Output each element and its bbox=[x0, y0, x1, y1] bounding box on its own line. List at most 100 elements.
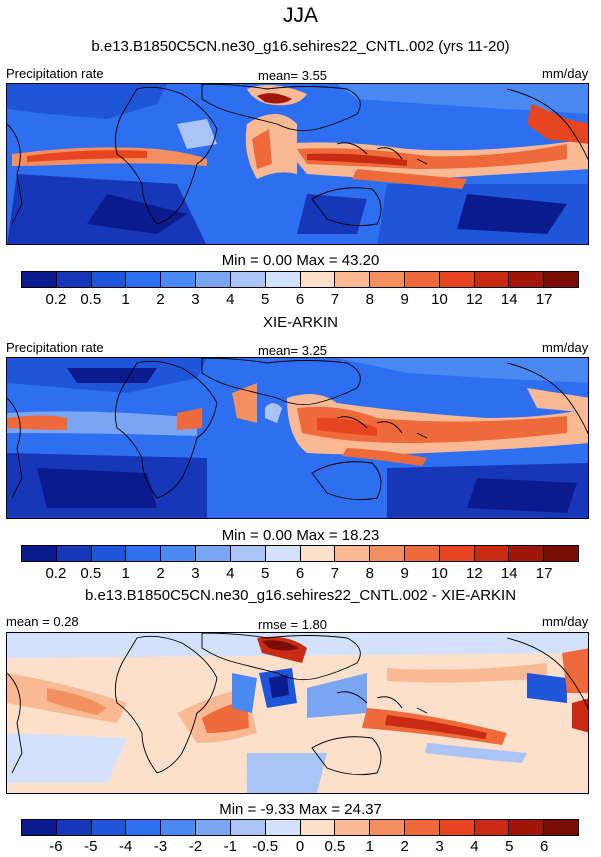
panel-2-colorbar-ticks: 0.2 0.5 1 2 3 4 5 6 7 8 9 10 12 14 17 bbox=[21, 565, 579, 583]
colorbar-swatch bbox=[544, 272, 578, 287]
colorbar-tick-label: 0.5 bbox=[80, 291, 102, 308]
panel-3-colorbar-ticks: -6 -5 -4 -3 -2 -1 -0.5 0 0.5 1 2 3 4 5 6 bbox=[21, 838, 579, 856]
colorbar-tick-label: -0.5 bbox=[252, 838, 279, 855]
colorbar-swatch bbox=[196, 546, 231, 561]
colorbar-swatch bbox=[439, 546, 475, 561]
colorbar-swatch bbox=[196, 820, 231, 835]
colorbar-swatch bbox=[126, 272, 162, 287]
colorbar-tick-label: 7 bbox=[330, 565, 340, 582]
colorbar-swatch bbox=[56, 546, 92, 561]
panel-1-right-label: mm/day bbox=[542, 66, 589, 81]
colorbar-swatch bbox=[300, 546, 336, 561]
colorbar-swatch bbox=[126, 546, 162, 561]
colorbar-tick-label: -1 bbox=[223, 838, 237, 855]
colorbar-swatch bbox=[56, 272, 92, 287]
colorbar-swatch bbox=[300, 272, 336, 287]
colorbar-swatch bbox=[335, 820, 371, 835]
colorbar-tick-label: 6 bbox=[295, 565, 305, 582]
colorbar-swatch bbox=[335, 272, 371, 287]
figure-title: JJA bbox=[282, 4, 318, 27]
colorbar-tick-label: 4 bbox=[470, 838, 479, 855]
colorbar-swatch bbox=[91, 546, 127, 561]
colorbar-tick-label: 14 bbox=[500, 291, 518, 308]
colorbar-tick-label: 17 bbox=[535, 565, 553, 582]
colorbar-swatch bbox=[335, 546, 371, 561]
colorbar-swatch bbox=[161, 546, 197, 561]
panel-1-left-label: Precipitation rate bbox=[6, 66, 104, 81]
colorbar-tick-label: 9 bbox=[400, 291, 409, 308]
colorbar-swatch bbox=[22, 546, 57, 561]
colorbar-swatch bbox=[544, 546, 578, 561]
panel-3-map bbox=[6, 632, 589, 794]
panel-2-title: XIE-ARKIN bbox=[262, 314, 338, 331]
colorbar-swatch bbox=[404, 272, 440, 287]
panel-1-minmax: Min = 0.00 Max = 43.20 bbox=[221, 252, 380, 269]
colorbar-tick-label: 0 bbox=[295, 838, 305, 855]
colorbar-tick-label: 6 bbox=[539, 838, 549, 855]
panel-3-right-label: mm/day bbox=[542, 614, 589, 629]
colorbar-tick-label: 2 bbox=[400, 838, 409, 855]
panel-3-colorbar bbox=[21, 819, 579, 836]
colorbar-swatch bbox=[265, 546, 301, 561]
colorbar-tick-label: 3 bbox=[435, 838, 444, 855]
colorbar-swatch bbox=[509, 272, 545, 287]
colorbar-swatch bbox=[230, 546, 266, 561]
colorbar-tick-label: 2 bbox=[156, 565, 165, 582]
colorbar-swatch bbox=[439, 272, 475, 287]
colorbar-swatch bbox=[196, 272, 231, 287]
colorbar-swatch bbox=[265, 820, 301, 835]
colorbar-tick-label: 5 bbox=[260, 291, 270, 308]
colorbar-swatch bbox=[91, 272, 127, 287]
colorbar-swatch bbox=[404, 820, 440, 835]
colorbar-tick-label: 0.2 bbox=[45, 565, 67, 582]
colorbar-tick-label: 3 bbox=[191, 565, 200, 582]
panel-2-colorbar bbox=[21, 545, 579, 562]
colorbar-tick-label: 8 bbox=[365, 565, 374, 582]
colorbar-swatch bbox=[126, 820, 162, 835]
colorbar-swatch bbox=[509, 546, 545, 561]
colorbar-swatch bbox=[474, 546, 510, 561]
colorbar-tick-label: -4 bbox=[118, 838, 133, 855]
colorbar-swatch bbox=[230, 820, 266, 835]
panel-1-center-label: mean= 3.55 bbox=[258, 68, 328, 83]
panel-1-title: b.e13.B1850C5CN.ne30_g16.sehires22_CNTL.… bbox=[91, 38, 510, 55]
colorbar-swatch bbox=[370, 820, 405, 835]
colorbar-tick-label: 10 bbox=[431, 565, 448, 582]
panel-3-left-label: mean = 0.28 bbox=[6, 614, 79, 629]
panel-3-center-label: rmse = 1.80 bbox=[258, 617, 328, 632]
colorbar-tick-label: -2 bbox=[188, 838, 203, 855]
colorbar-tick-label: 14 bbox=[500, 565, 518, 582]
panel-1-map bbox=[6, 83, 589, 245]
colorbar-tick-label: 7 bbox=[330, 291, 340, 308]
colorbar-tick-label: 17 bbox=[535, 291, 553, 308]
colorbar-tick-label: 3 bbox=[191, 291, 200, 308]
colorbar-swatch bbox=[265, 272, 301, 287]
colorbar-swatch bbox=[544, 820, 578, 835]
colorbar-tick-label: 0.2 bbox=[45, 291, 67, 308]
colorbar-tick-label: 1 bbox=[121, 565, 130, 582]
colorbar-tick-label: 1 bbox=[121, 291, 130, 308]
colorbar-tick-label: 2 bbox=[156, 291, 165, 308]
colorbar-swatch bbox=[474, 272, 510, 287]
colorbar-swatch bbox=[474, 820, 510, 835]
colorbar-tick-label: 12 bbox=[466, 291, 483, 308]
colorbar-tick-label: 1 bbox=[365, 838, 374, 855]
colorbar-tick-label: 12 bbox=[466, 565, 483, 582]
panel-3-title: b.e13.B1850C5CN.ne30_g16.sehires22_CNTL.… bbox=[84, 587, 517, 604]
panel-2-left-label: Precipitation rate bbox=[6, 340, 104, 355]
colorbar-tick-label: 4 bbox=[226, 565, 235, 582]
colorbar-swatch bbox=[300, 820, 336, 835]
colorbar-swatch bbox=[22, 820, 57, 835]
colorbar-tick-label: -5 bbox=[84, 838, 98, 855]
panel-1-colorbar-ticks: 0.2 0.5 1 2 3 4 5 6 7 8 9 10 12 14 17 bbox=[21, 291, 579, 309]
colorbar-tick-label: 0.5 bbox=[80, 565, 102, 582]
colorbar-swatch bbox=[509, 820, 545, 835]
colorbar-tick-label: -6 bbox=[49, 838, 63, 855]
colorbar-swatch bbox=[439, 820, 475, 835]
panel-2-right-label: mm/day bbox=[542, 340, 589, 355]
colorbar-swatch bbox=[91, 820, 127, 835]
colorbar-swatch bbox=[161, 820, 197, 835]
panel-2-center-label: mean= 3.25 bbox=[258, 343, 328, 358]
colorbar-tick-label: 10 bbox=[431, 291, 448, 308]
colorbar-tick-label: 8 bbox=[365, 291, 374, 308]
